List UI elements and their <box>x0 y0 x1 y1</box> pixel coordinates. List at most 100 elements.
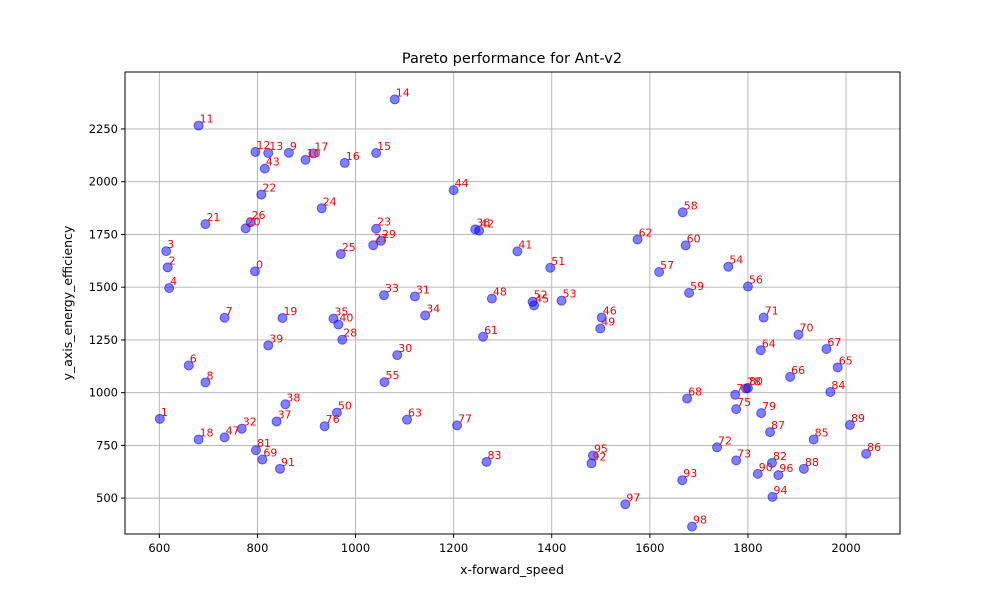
data-point-83 <box>481 456 492 467</box>
y-axis-label: y_axis_energy_efficiency <box>60 225 75 380</box>
data-point-19 <box>277 312 288 323</box>
data-point-96 <box>773 470 784 481</box>
x-axis-label: x-forward_speed <box>460 562 564 577</box>
data-point-label-95: 95 <box>594 443 608 456</box>
data-point-61 <box>478 331 489 342</box>
data-point-17 <box>308 148 319 159</box>
data-point-77 <box>452 420 463 431</box>
data-point-label-7: 7 <box>226 305 233 318</box>
data-point-71 <box>758 312 769 323</box>
data-point-label-48: 48 <box>493 286 507 299</box>
y-tick-label: 750 <box>96 438 118 452</box>
data-point-label-75: 75 <box>737 396 751 409</box>
data-points <box>154 94 872 532</box>
data-point-50 <box>331 407 342 418</box>
data-point-28 <box>337 334 348 345</box>
data-point-74 <box>730 389 741 400</box>
x-tick-label: 2000 <box>831 541 860 555</box>
chart-title: Pareto performance for Ant-v2 <box>402 51 622 67</box>
data-point-label-33: 33 <box>385 282 399 295</box>
data-point-label-22: 22 <box>262 182 276 195</box>
data-point-label-58: 58 <box>684 199 698 212</box>
data-point-8 <box>200 377 211 388</box>
data-point-label-94: 94 <box>773 484 787 497</box>
data-point-34 <box>420 310 431 321</box>
y-axis-ticks: 500 750 1000 1250 1500 1750 2000 2250 <box>89 122 125 505</box>
data-point-79 <box>756 408 767 419</box>
data-point-label-15: 15 <box>377 140 391 153</box>
data-point-label-89: 89 <box>851 412 865 425</box>
plot-frame <box>124 71 901 535</box>
data-point-label-56: 56 <box>749 274 763 287</box>
data-point-70 <box>793 329 804 340</box>
data-point-42 <box>474 225 485 236</box>
data-point-label-37: 37 <box>278 409 292 422</box>
data-point-label-1: 1 <box>161 406 168 419</box>
y-tick-label: 1000 <box>89 386 118 400</box>
data-point-label-17: 17 <box>314 140 328 153</box>
data-point-label-91: 91 <box>281 456 295 469</box>
data-point-48 <box>486 293 497 304</box>
data-point-label-29: 29 <box>382 228 396 241</box>
data-point-16 <box>339 157 350 168</box>
data-point-label-40: 40 <box>339 312 353 325</box>
data-point-53 <box>556 295 567 306</box>
data-point-15 <box>371 148 382 159</box>
data-point-label-53: 53 <box>563 288 577 301</box>
data-point-7 <box>219 312 230 323</box>
data-point-label-70: 70 <box>799 322 813 335</box>
data-point-label-34: 34 <box>426 302 440 315</box>
data-point-label-87: 87 <box>771 419 785 432</box>
data-point-44 <box>448 185 459 196</box>
data-point-label-49: 49 <box>601 316 615 329</box>
data-point-66 <box>785 371 796 382</box>
data-point-73 <box>731 455 742 466</box>
data-point-65 <box>832 362 843 373</box>
data-point-label-27: 27 <box>374 232 388 245</box>
data-point-52 <box>527 296 538 307</box>
data-point-label-84: 84 <box>831 379 845 392</box>
data-point-32 <box>236 423 247 434</box>
data-point-label-83: 83 <box>488 449 502 462</box>
data-point-label-92: 92 <box>592 450 606 463</box>
data-point-label-39: 39 <box>269 332 283 345</box>
data-point-90 <box>752 468 763 479</box>
data-point-label-3: 3 <box>167 238 174 251</box>
data-point-22 <box>256 189 267 200</box>
data-point-label-74: 74 <box>736 382 750 395</box>
data-point-95 <box>587 450 598 461</box>
data-point-9 <box>283 147 294 158</box>
data-point-51 <box>545 262 556 273</box>
data-point-label-43: 43 <box>266 156 280 169</box>
data-point-label-86: 86 <box>867 441 881 454</box>
data-point-3 <box>161 246 172 257</box>
data-point-23 <box>371 223 382 234</box>
data-point-label-98: 98 <box>693 514 707 527</box>
data-point-label-20: 20 <box>247 215 261 228</box>
data-point-label-11: 11 <box>200 113 214 126</box>
data-point-label-85: 85 <box>815 426 829 439</box>
data-point-label-25: 25 <box>342 241 356 254</box>
data-point-label-14: 14 <box>396 86 410 99</box>
data-point-label-80: 80 <box>749 375 763 388</box>
data-point-49 <box>595 323 606 334</box>
data-point-label-97: 97 <box>626 491 640 504</box>
data-point-2 <box>162 262 173 273</box>
x-tick-label: 600 <box>148 541 170 555</box>
data-point-47 <box>219 432 230 443</box>
y-tick-label: 2250 <box>89 122 118 136</box>
data-point-56 <box>742 281 753 292</box>
data-point-39 <box>263 340 274 351</box>
data-point-55 <box>379 377 390 388</box>
data-point-label-30: 30 <box>398 342 412 355</box>
data-point-91 <box>275 463 285 474</box>
data-point-59 <box>684 287 695 298</box>
data-point-label-8: 8 <box>206 369 213 382</box>
data-point-29 <box>376 235 387 246</box>
data-point-label-76: 76 <box>326 413 340 426</box>
data-point-label-81: 81 <box>257 437 271 450</box>
data-point-12 <box>250 146 261 157</box>
data-point-label-78: 78 <box>747 375 761 388</box>
x-tick-label: 1000 <box>341 541 370 555</box>
